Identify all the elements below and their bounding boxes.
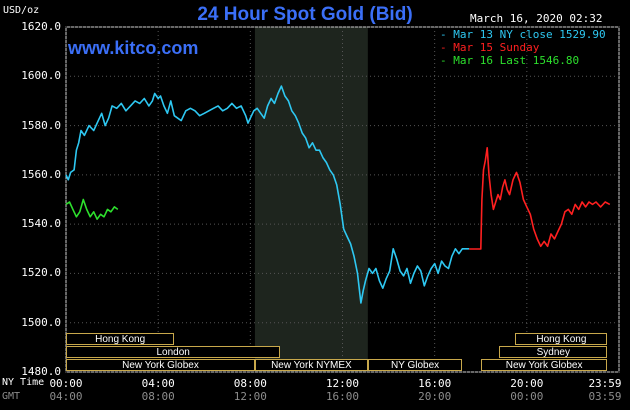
session-box: New York Globex bbox=[66, 359, 255, 371]
y-tick-label: 1500.0 bbox=[21, 315, 61, 329]
series-line-0 bbox=[65, 85, 470, 304]
gmt-label: GMT bbox=[2, 391, 21, 402]
chart-grid bbox=[65, 26, 620, 373]
x-tick-ny: 12:00 bbox=[325, 377, 360, 390]
x-tick-gmt: 03:59 bbox=[588, 390, 622, 403]
shaded-region bbox=[254, 27, 368, 372]
y-axis-label: USD/oz bbox=[3, 5, 40, 16]
session-box: Hong Kong bbox=[515, 333, 608, 345]
y-tick-label: 1620.0 bbox=[21, 20, 61, 33]
session-box: Sydney bbox=[499, 346, 608, 358]
nymex-shaded-region bbox=[254, 27, 368, 372]
x-tick-gmt: 08:00 bbox=[141, 390, 175, 403]
legend-text-sunday: Mar 15 Sunday bbox=[453, 41, 540, 54]
x-tick-ny: 23:59 bbox=[588, 377, 622, 390]
series-line-1 bbox=[469, 147, 611, 250]
y-tick-label: 1580.0 bbox=[21, 118, 61, 132]
series-line-2 bbox=[65, 198, 119, 220]
legend-entry-ny-close: - Mar 13 NY close 1529.90 bbox=[440, 28, 606, 41]
y-tick-label: 1540.0 bbox=[21, 217, 61, 231]
legend-text-last: Mar 16 Last 1546.80 bbox=[453, 54, 580, 67]
session-box: London bbox=[66, 346, 281, 358]
legend-entry-sunday: - Mar 15 Sunday bbox=[440, 41, 540, 54]
x-tick-ny: 16:00 bbox=[418, 377, 452, 390]
session-box: NY Globex bbox=[367, 359, 463, 371]
x-tick-ny: 08:00 bbox=[233, 377, 267, 390]
legend-text-ny-close: Mar 13 NY close 1529.90 bbox=[453, 28, 606, 41]
chart-title: 24 Hour Spot Gold (Bid) bbox=[197, 4, 413, 25]
x-tick-gmt: 04:00 bbox=[49, 390, 83, 403]
y-tick-label: 1600.0 bbox=[21, 69, 61, 83]
ny-time-label: NY Time bbox=[2, 377, 45, 388]
x-tick-gmt: 20:00 bbox=[418, 390, 452, 403]
price-series bbox=[65, 85, 611, 304]
x-tick-gmt: 16:00 bbox=[325, 390, 360, 403]
session-box: New York Globex bbox=[480, 359, 608, 371]
x-tick-ny: 00:00 bbox=[49, 377, 83, 390]
timestamp: March 16, 2020 02:32 bbox=[470, 12, 603, 25]
y-tick-label: 1480.0 bbox=[21, 365, 61, 378]
session-box: Hong Kong bbox=[66, 333, 175, 345]
y-tick-label: 1520.0 bbox=[21, 266, 61, 280]
x-tick-gmt: 12:00 bbox=[233, 390, 267, 403]
legend-entry-last: - Mar 16 Last 1546.80 bbox=[440, 54, 580, 67]
x-tick-gmt: 00:00 bbox=[510, 390, 544, 403]
session-box: New York NYMEX bbox=[254, 359, 368, 371]
site-watermark: www.kitco.com bbox=[68, 38, 199, 58]
y-tick-label: 1560.0 bbox=[21, 167, 61, 181]
legend: - Mar 13 NY close 1529.90 - Mar 15 Sunda… bbox=[440, 28, 606, 67]
x-tick-ny: 04:00 bbox=[141, 377, 175, 390]
x-tick-ny: 20:00 bbox=[510, 377, 544, 390]
